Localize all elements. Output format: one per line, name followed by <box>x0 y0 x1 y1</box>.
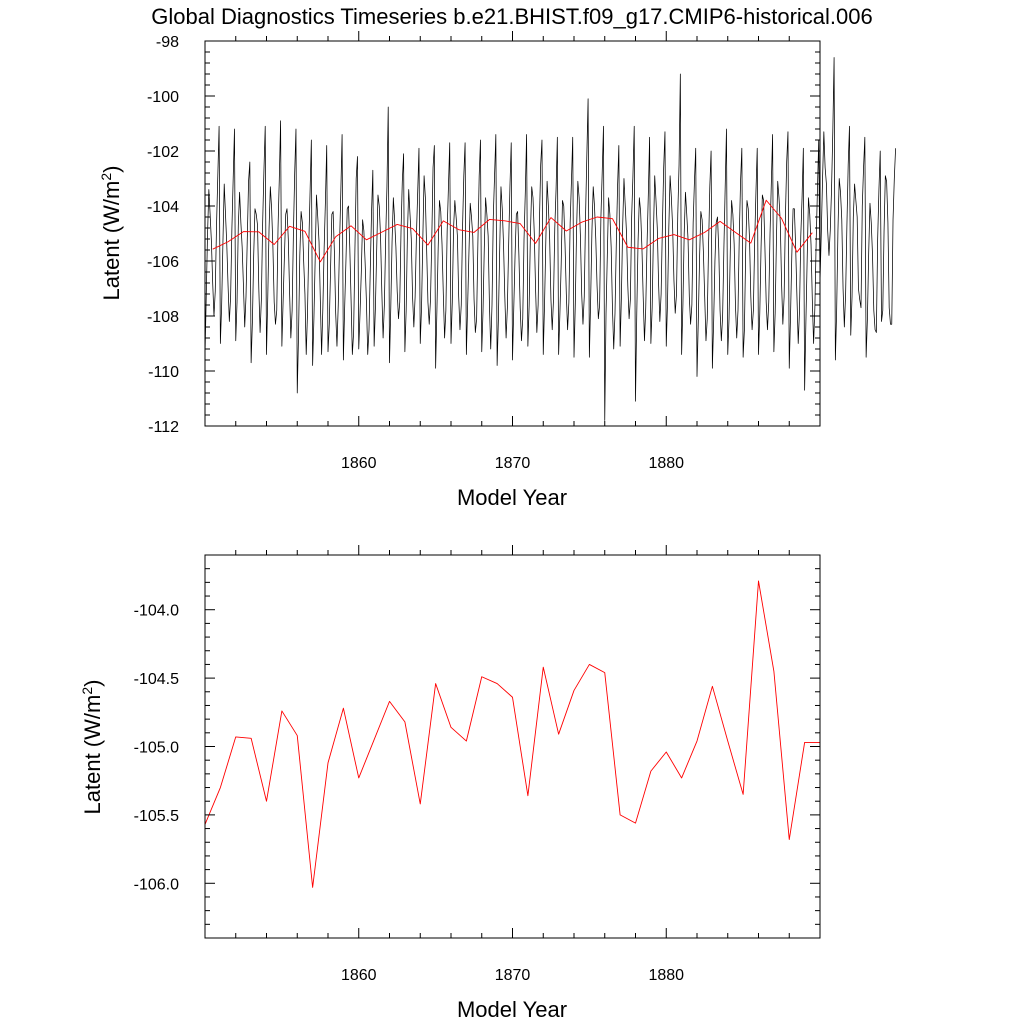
bottom-plot-frame <box>204 554 821 939</box>
top-y-tick-label: -106 <box>147 254 179 271</box>
top-y-label-close: ) <box>99 166 124 173</box>
bottom-y-label-main: Latent (W/m <box>80 695 105 815</box>
top-y-tick-label: -102 <box>147 144 179 161</box>
bottom-x-tick-label: 1870 <box>495 967 531 984</box>
top-y-label-sup: 2 <box>98 173 114 181</box>
top-y-tick-label: -108 <box>147 309 179 326</box>
top-annual-series-line <box>212 199 813 263</box>
top-x-tick-label: 1880 <box>648 455 684 472</box>
top-y-tick-label: -98 <box>156 34 179 51</box>
bottom-y-tick-label: -105.5 <box>134 808 179 825</box>
bottom-y-tick-label: -105.0 <box>134 740 179 757</box>
bottom-series <box>204 580 820 888</box>
top-ticks <box>205 31 820 426</box>
bottom-y-label-sup: 2 <box>79 687 95 695</box>
figure-title: Global Diagnostics Timeseries b.e21.BHIS… <box>151 4 872 29</box>
bottom-annual-series-line <box>204 580 820 888</box>
top-x-axis-label: Model Year <box>457 485 567 510</box>
bottom-y-tick-label: -106.0 <box>134 876 179 893</box>
bottom-y-axis-label: Latent (W/m2) <box>79 680 105 815</box>
bottom-y-tick-label: -104.5 <box>134 671 179 688</box>
bottom-panel: 1860 1870 1880 -106.0 -105.5 -105.0 -104.5 -104… <box>79 545 821 1022</box>
bottom-y-tick-label: -104.0 <box>134 603 179 620</box>
top-panel: 1860 1870 1880 -112 -110 -108 -106 -104 -102 -100… <box>98 31 896 510</box>
top-monthly-series-line <box>204 57 896 421</box>
top-tick-labels: 1860 1870 1880 -112 -110 -108 -106 -104 -102 -100… <box>147 34 684 472</box>
bottom-y-label-close: ) <box>80 680 105 687</box>
bottom-tick-labels: 1860 1870 1880 -106.0 -105.5 -105.0 -104.5 -104… <box>134 603 685 984</box>
bottom-x-tick-label: 1880 <box>648 967 684 984</box>
top-x-tick-label: 1860 <box>341 455 377 472</box>
top-y-tick-label: -110 <box>148 364 179 381</box>
bottom-x-tick-label: 1860 <box>341 967 377 984</box>
top-x-tick-label: 1870 <box>495 455 531 472</box>
top-y-tick-label: -112 <box>148 419 179 436</box>
top-y-tick-label: -100 <box>147 89 179 106</box>
bottom-ticks <box>205 545 820 938</box>
top-series <box>204 57 896 421</box>
top-y-axis-label: Latent (W/m2) <box>98 166 124 301</box>
top-y-label-main: Latent (W/m <box>99 181 124 301</box>
top-y-tick-label: -104 <box>147 199 179 216</box>
bottom-x-axis-label: Model Year <box>457 997 567 1022</box>
